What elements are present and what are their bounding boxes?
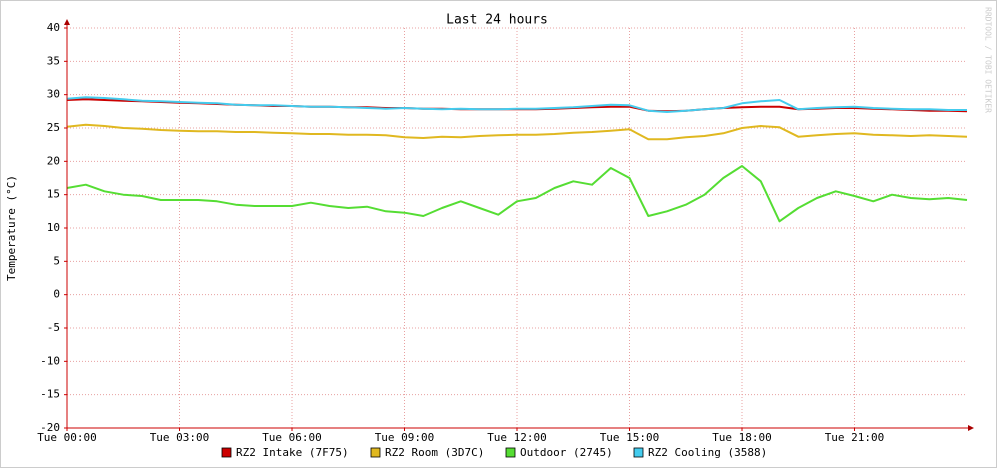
- y-tick-label: -15: [40, 388, 60, 401]
- legend-swatch: [633, 447, 644, 458]
- legend-label: RZ2 Room (3D7C): [385, 446, 484, 459]
- x-tick-label: Tue 00:00: [37, 431, 97, 444]
- y-tick-label: 35: [47, 54, 60, 67]
- y-tick-label: 10: [47, 221, 60, 234]
- grid: -20 -15 -10 -5 0 5 10 15 20 25 30 35 40 Tue 00:00 Tue …: [37, 21, 967, 444]
- legend-swatch: [505, 447, 516, 458]
- x-tick-label: Tue 12:00: [487, 431, 547, 444]
- y-tick-label: 15: [47, 188, 60, 201]
- legend: RZ2 Intake (7F75) RZ2 Room (3D7C) Outdoor …: [221, 446, 767, 459]
- y-tick-label: 25: [47, 121, 60, 134]
- axes: [64, 19, 974, 431]
- y-tick-label: -10: [40, 354, 60, 367]
- x-tick-label: Tue 18:00: [712, 431, 772, 444]
- x-tick-label: Tue 03:00: [150, 431, 210, 444]
- watermark: RRDTOOL / TOBI OETIKER: [984, 7, 993, 113]
- y-tick-label: 30: [47, 88, 60, 101]
- legend-label: Outdoor (2745): [520, 446, 613, 459]
- x-tick-label: Tue 21:00: [825, 431, 885, 444]
- y-tick-label: 0: [53, 288, 60, 301]
- y-tick-label: -5: [47, 321, 60, 334]
- chart-title: Last 24 hours: [446, 13, 548, 28]
- legend-swatch: [221, 447, 232, 458]
- x-arrow: [968, 425, 974, 431]
- x-tick-label: Tue 09:00: [375, 431, 435, 444]
- y-tick-label: 20: [47, 154, 60, 167]
- series-line: [66, 165, 968, 223]
- plot: [66, 96, 968, 223]
- legend-label: RZ2 Intake (7F75): [236, 446, 349, 459]
- x-tick-label: Tue 06:00: [262, 431, 322, 444]
- y-tick-label: 5: [53, 254, 60, 267]
- legend-swatch: [370, 447, 381, 458]
- series-line: [66, 123, 968, 141]
- y-tick-label: -20: [40, 421, 60, 434]
- y-axis-label: Temperature (°C): [5, 175, 18, 281]
- x-tick-label: Tue 15:00: [600, 431, 660, 444]
- legend-label: RZ2 Cooling (3588): [648, 446, 767, 459]
- series-line: [66, 96, 967, 113]
- y-tick-label: 40: [47, 21, 60, 34]
- y-arrow: [64, 19, 70, 25]
